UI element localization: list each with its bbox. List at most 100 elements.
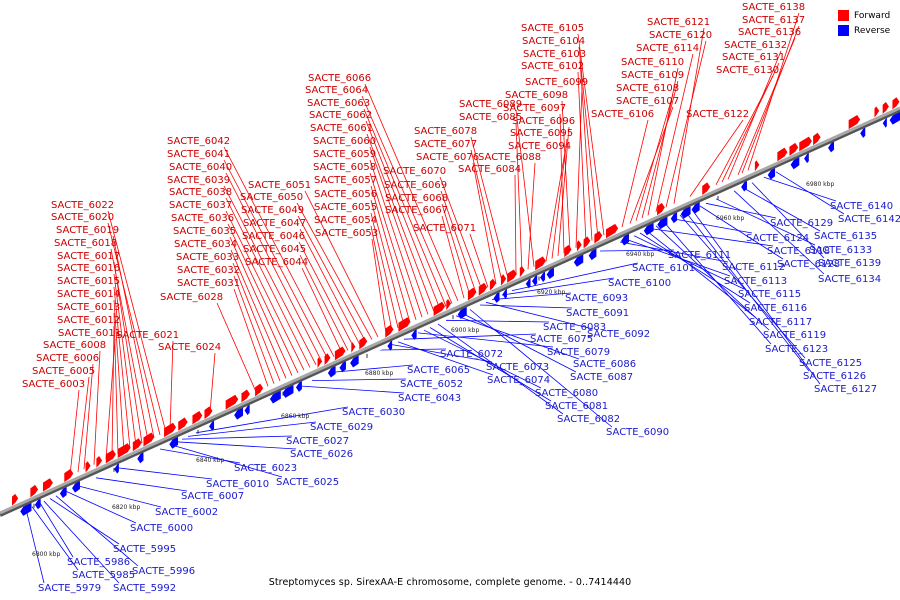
forward-gene-label: SACTE_6017 [57, 251, 120, 262]
forward-gene-label: SACTE_6059 [313, 149, 376, 160]
forward-gene-label: SACTE_6107 [616, 96, 679, 107]
reverse-gene-feature [114, 462, 119, 474]
leader-line [195, 406, 349, 434]
leader-line [65, 490, 137, 524]
forward-gene-label: SACTE_6042 [167, 136, 230, 147]
leader-line [233, 275, 275, 384]
leader-line [301, 267, 343, 354]
forward-gene-label: SACTE_6051 [248, 180, 311, 191]
forward-gene-feature [507, 269, 517, 283]
reverse-gene-label: SACTE_6029 [310, 422, 373, 433]
forward-gene-label: SACTE_6024 [158, 342, 221, 353]
reverse-gene-feature [588, 247, 597, 261]
leader-line [577, 71, 587, 244]
reverse-gene-feature [327, 364, 336, 378]
leader-line [107, 210, 167, 433]
leader-line [366, 133, 435, 312]
axis-tick-label: 6840 kbp [196, 457, 224, 464]
leader-line [299, 385, 405, 394]
reverse-gene-label: SACTE_6025 [276, 477, 339, 488]
reverse-gene-label: SACTE_6090 [606, 427, 669, 438]
reverse-gene-label: SACTE_6065 [407, 365, 470, 376]
leader-line [417, 332, 554, 348]
forward-gene-feature [799, 136, 812, 152]
forward-gene-label: SACTE_6068 [385, 193, 448, 204]
leader-line [209, 352, 216, 413]
leader-line [229, 236, 293, 376]
leader-line [225, 210, 305, 371]
forward-gene-label: SACTE_6097 [503, 103, 566, 114]
forward-gene-label: SACTE_6063 [307, 98, 370, 109]
reverse-gene-label: SACTE_5992 [113, 583, 176, 594]
forward-gene-feature [96, 456, 103, 468]
leader-line [181, 435, 293, 440]
forward-gene-label: SACTE_6054 [314, 215, 377, 226]
forward-gene-label: SACTE_6045 [243, 244, 306, 255]
reverse-gene-label: SACTE_5995 [113, 544, 176, 555]
forward-gene-feature [385, 324, 394, 338]
leader-line [117, 467, 213, 480]
reverse-gene-label: SACTE_6091 [566, 308, 629, 319]
forward-gene-feature [433, 301, 446, 316]
leader-line [647, 67, 679, 216]
forward-gene-feature [813, 132, 821, 146]
reverse-gene-feature [741, 179, 747, 192]
reverse-gene-feature [234, 406, 244, 420]
leader-line [619, 241, 729, 263]
leader-line [369, 172, 417, 320]
reverse-gene-feature [411, 328, 417, 340]
forward-gene-feature [143, 432, 155, 447]
leader-line [599, 249, 675, 252]
forward-gene-label: SACTE_6137 [742, 15, 805, 26]
forward-gene-label: SACTE_6136 [738, 27, 801, 38]
leader-line [297, 215, 367, 343]
leader-line [391, 344, 493, 363]
leader-line [733, 190, 825, 275]
leader-line [551, 138, 568, 259]
reverse-gene-feature [72, 480, 80, 493]
reverse-gene-feature [804, 152, 809, 164]
reverse-gene-label: SACTE_6002 [155, 507, 218, 518]
forward-gene-label: SACTE_6078 [414, 126, 477, 137]
reverse-gene-label: SACTE_6113 [724, 276, 787, 287]
reverse-gene-feature [691, 201, 700, 214]
leader-line [685, 212, 810, 372]
forward-gene-label: SACTE_6044 [245, 257, 308, 268]
forward-gene-feature [789, 142, 799, 156]
reverse-gene-label: SACTE_5996 [132, 566, 195, 577]
reverse-gene-label: SACTE_6027 [286, 436, 349, 447]
forward-gene-label: SACTE_6096 [512, 116, 575, 127]
leader-line [577, 33, 605, 236]
forward-gene-label: SACTE_6034 [174, 239, 237, 250]
leader-line [95, 477, 188, 492]
leader-line [39, 502, 74, 558]
reverse-gene-label: SACTE_5985 [72, 570, 135, 581]
forward-gene-feature [564, 244, 572, 258]
forward-gene-feature [85, 461, 91, 473]
forward-gene-feature [467, 287, 477, 301]
reverse-gene-feature [540, 270, 546, 282]
forward-gene-label: SACTE_6033 [176, 252, 239, 263]
reverse-gene-label: SACTE_6118 [767, 246, 830, 257]
leader-line [445, 319, 550, 323]
leader-line [715, 198, 816, 246]
leader-line [169, 340, 174, 431]
forward-gene-feature [702, 182, 711, 196]
forward-gene-feature [317, 357, 322, 369]
reverse-gene-feature [525, 277, 531, 289]
forward-gene-label: SACTE_6011 [58, 328, 121, 339]
forward-gene-label: SACTE_6106 [591, 109, 654, 120]
leader-line [370, 199, 405, 326]
reverse-gene-label: SACTE_6082 [557, 414, 620, 425]
reverse-gene-feature [657, 215, 668, 230]
forward-gene-feature [359, 336, 368, 350]
axis-tick-label: 6800 kbp [32, 551, 60, 558]
leader-line [741, 186, 821, 232]
reverse-gene-feature [828, 140, 835, 153]
forward-gene-feature [657, 202, 665, 216]
reverse-gene-feature [59, 486, 67, 499]
reverse-gene-label: SACTE_6079 [547, 347, 610, 358]
forward-gene-label: SACTE_6069 [384, 180, 447, 191]
reverse-gene-label: SACTE_6128 [777, 259, 840, 270]
leader-line [479, 304, 573, 309]
